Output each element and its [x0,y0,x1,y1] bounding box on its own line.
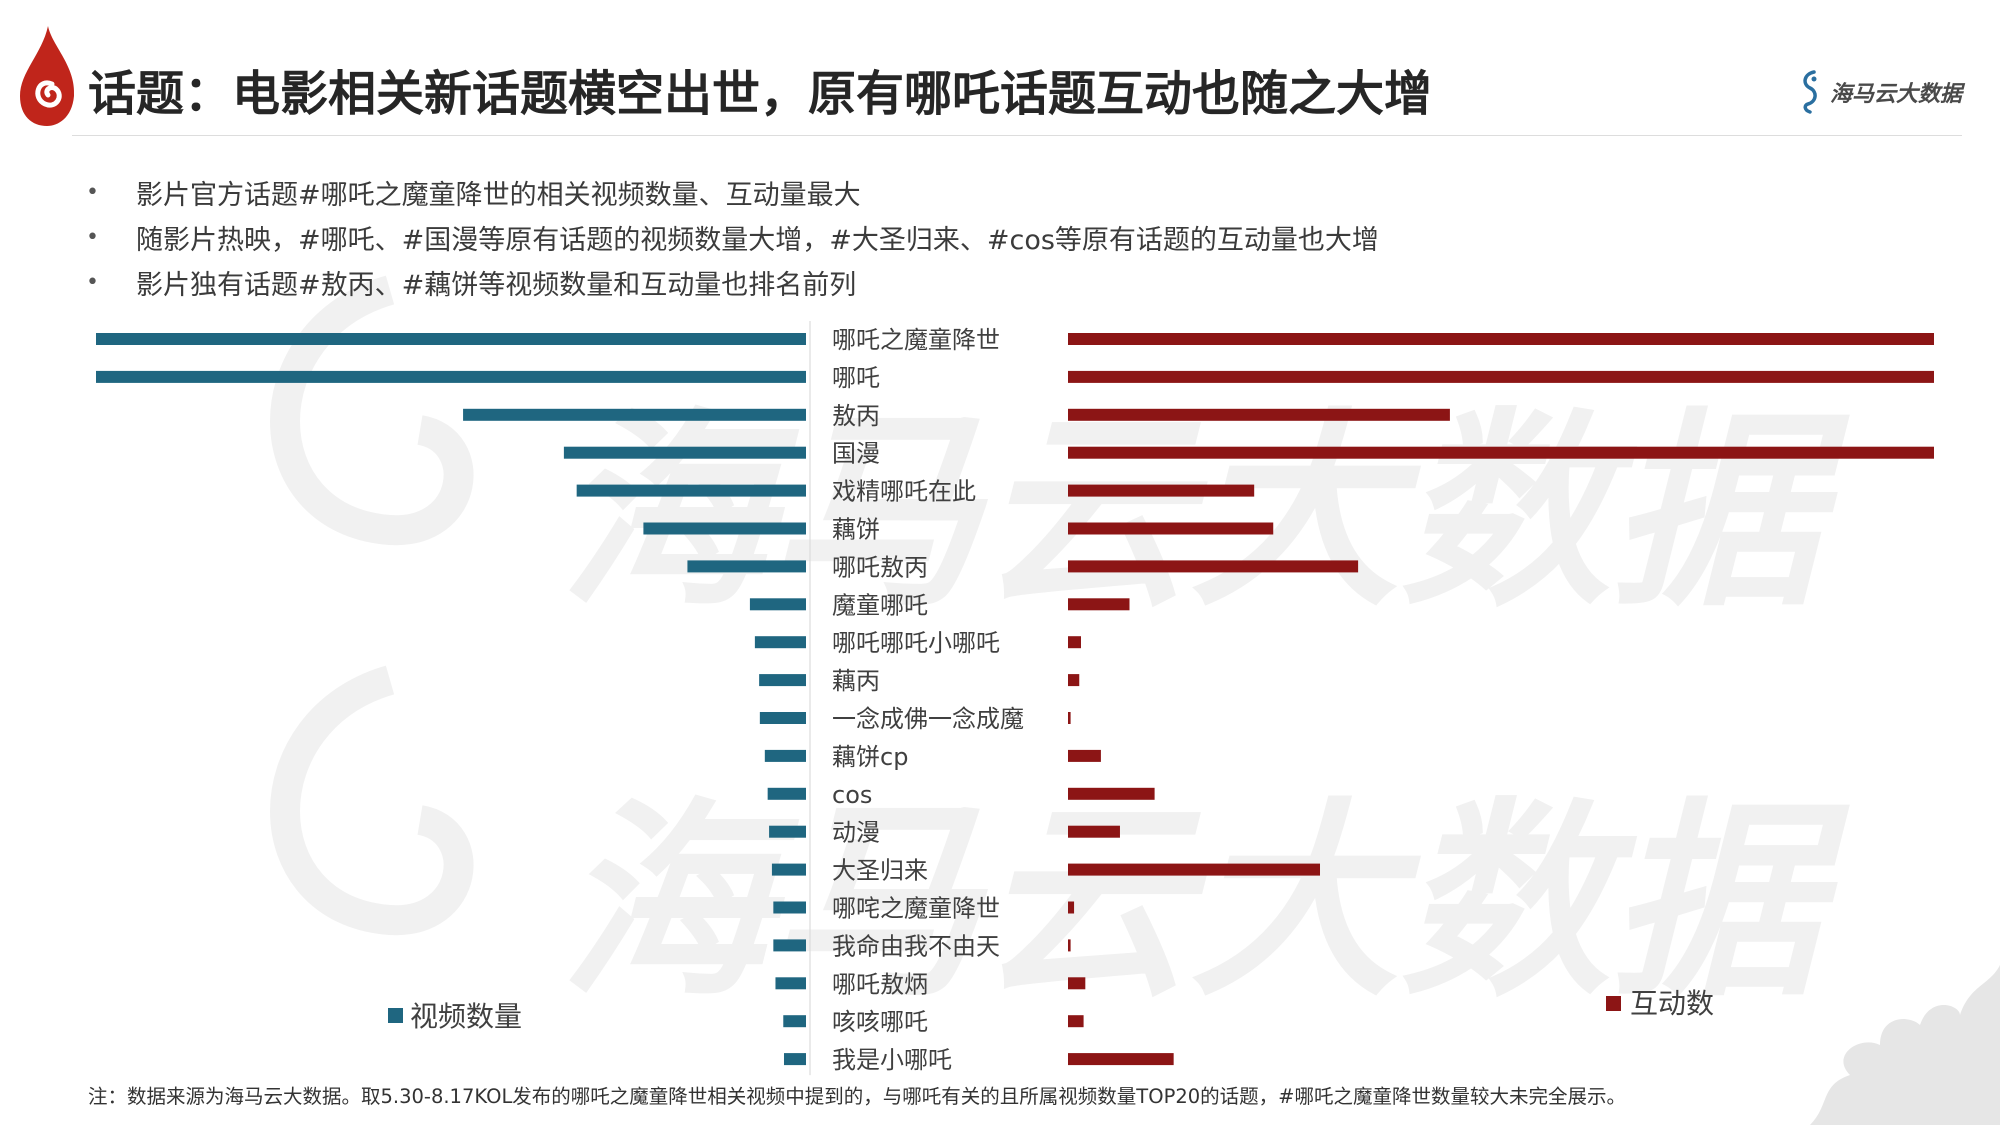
video-count-bar [687,560,806,573]
video-count-bar [764,749,806,762]
interaction-count-bar [1068,825,1120,838]
video-count-bar [563,446,806,459]
interaction-count-bar [1068,674,1080,687]
interaction-count-series [1068,333,1934,1066]
video-count-bar [576,484,806,497]
title-divider [72,135,1962,136]
company-flame-logo [20,26,75,126]
bullet-text: 随影片热映，#哪吒、#国漫等原有话题的视频数量大增，#大圣归来、#cos等原有话… [136,225,1379,256]
interaction-count-bar [1068,408,1450,421]
video-count-bar [754,636,806,649]
interaction-count-bar [1068,1015,1084,1028]
bullet-text: 影片独有话题#敖丙、#藕饼等视频数量和互动量也排名前列 [136,270,857,301]
video-count-bar [96,333,806,345]
video-count-bar [773,939,806,952]
category-labels: 哪吒之魔童降世哪吒敖丙国漫戏精哪吒在此藕饼哪吒敖丙魔童哪吒哪吒哪吒小哪吒藕丙一念… [832,326,1024,1074]
category-label: 哪吒敖炳 [832,970,928,998]
category-label: 藕丙 [832,667,880,695]
interaction-count-bar [1068,446,1934,459]
category-label: 藕饼 [832,516,880,544]
corner-flower-decoration [1810,965,2000,1125]
video-count-bar [767,787,806,800]
category-label: 我命由我不由天 [832,932,1000,960]
category-label: 哪吒敖丙 [832,553,928,581]
legend-label-video: 视频数量 [410,1000,522,1033]
category-label: 戏精哪吒在此 [832,478,976,506]
legend-swatch-interaction [1606,996,1621,1011]
category-label: 国漫 [832,440,880,468]
interaction-count-bar [1068,636,1081,649]
interaction-count-bar [1068,712,1071,724]
interaction-count-bar [1068,863,1321,876]
category-label: 动漫 [832,819,880,847]
page-title: 话题：电影相关新话题横空出世，原有哪吒话题互动也随之大增 [88,66,1433,122]
legend: 视频数量 互动数 [388,987,1714,1033]
interaction-count-bar [1068,598,1130,611]
interaction-count-bar [1068,977,1086,990]
interaction-count-bar [1068,370,1934,383]
video-count-bar [96,370,806,383]
video-count-series [96,333,806,1066]
bullet-dot-icon: • [86,225,99,250]
category-label: 咳咳哪吒 [832,1008,928,1036]
interaction-count-bar [1068,560,1359,573]
interaction-count-bar [1068,901,1075,914]
video-count-bar [783,1053,806,1066]
category-label: 大圣归来 [832,857,928,885]
category-label: cos [832,781,872,809]
bullet-item: • 影片官方话题#哪吒之魔童降世的相关视频数量、互动量最大 [86,170,1379,215]
brand: 海马云大数据 [1798,70,1962,114]
interaction-count-bar [1068,333,1934,345]
bullet-dot-icon: • [86,180,99,205]
interaction-count-bar [1068,522,1274,535]
category-label: 敖丙 [832,402,880,430]
footnote: 注：数据来源为海马云大数据。取5.30-8.17KOL发布的哪吒之魔童降世相关视… [88,1085,1626,1108]
video-count-bar [749,598,806,611]
category-label: 哪吒 [832,364,880,392]
brand-name: 海马云大数据 [1829,82,1962,107]
video-count-bar [773,901,806,914]
interaction-count-bar [1068,939,1071,952]
category-label: 哪吒哪吒小哪吒 [832,629,1000,657]
category-label: 一念成佛一念成魔 [832,705,1024,733]
video-count-bar [643,522,806,535]
bullet-item: • 随影片热映，#哪吒、#国漫等原有话题的视频数量大增，#大圣归来、#cos等原有… [86,215,1379,260]
brand-seahorse-icon [1803,70,1817,114]
legend-label-interaction: 互动数 [1630,987,1714,1020]
bullet-text: 影片官方话题#哪吒之魔童降世的相关视频数量、互动量最大 [136,180,861,211]
interaction-count-bar [1068,787,1155,800]
interaction-count-bar [1068,1053,1174,1066]
video-count-bar [771,863,806,876]
video-count-bar [783,1015,806,1028]
video-count-bar [769,825,806,838]
category-label: 我是小哪吒 [832,1046,952,1074]
bullet-list: • 影片官方话题#哪吒之魔童降世的相关视频数量、互动量最大 • 随影片热映，#哪吒、… [86,170,1379,305]
category-label: 哪吒之魔童降世 [832,326,1000,354]
interaction-count-bar [1068,749,1101,762]
bullet-item: • 影片独有话题#敖丙、#藕饼等视频数量和互动量也排名前列 [86,260,1379,305]
video-count-bar [759,674,806,687]
category-label: 藕饼cp [832,743,908,771]
legend-swatch-video [388,1008,403,1023]
video-count-bar [463,408,806,421]
category-label: 哪咤之魔童降世 [832,895,1000,923]
category-label: 魔童哪吒 [832,591,928,619]
video-count-bar [775,977,806,990]
bullet-dot-icon: • [86,270,99,295]
video-count-bar [759,712,806,724]
interaction-count-bar [1068,484,1255,497]
